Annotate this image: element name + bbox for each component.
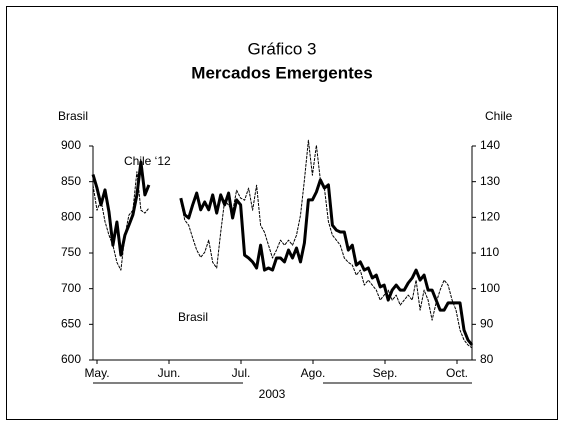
y2-tick-label: 90 xyxy=(480,317,494,331)
frame xyxy=(6,6,558,420)
x-tick-label: Ago. xyxy=(301,366,326,380)
y2-tick-label: 130 xyxy=(480,174,500,188)
y-tick-label: 850 xyxy=(61,174,81,188)
y-tick-label: 700 xyxy=(61,281,81,295)
y2-tick-label: 120 xyxy=(480,210,500,224)
y2-tick-label: 80 xyxy=(480,352,494,366)
x-tick-label: Jun. xyxy=(158,366,181,380)
chart-subtitle: Mercados Emergentes xyxy=(191,63,372,82)
series-line xyxy=(92,139,473,349)
y-tick-label: 800 xyxy=(61,210,81,224)
y-tick-label: 900 xyxy=(61,138,81,152)
y2-tick-label: 100 xyxy=(480,281,500,295)
x-tick-label: Sep. xyxy=(373,366,398,380)
y2-tick-label: 140 xyxy=(480,138,500,152)
annotation: Brasil xyxy=(178,310,208,324)
x-tick-label: May. xyxy=(84,366,109,380)
x-axis-label: 2003 xyxy=(259,387,286,401)
series-line xyxy=(91,160,474,346)
y-axis-label: Brasil xyxy=(58,109,88,123)
y2-axis-label: Chile xyxy=(485,109,513,123)
x-tick-label: Jul. xyxy=(232,366,251,380)
y-tick-label: 750 xyxy=(61,245,81,259)
annotation: Chile ‘12 xyxy=(124,154,171,168)
y-tick-label: 650 xyxy=(61,317,81,331)
chart-title: Gráfico 3 xyxy=(248,39,317,58)
y-tick-label: 600 xyxy=(61,352,81,366)
x-tick-label: Oct. xyxy=(446,366,468,380)
y2-tick-label: 110 xyxy=(480,245,499,259)
